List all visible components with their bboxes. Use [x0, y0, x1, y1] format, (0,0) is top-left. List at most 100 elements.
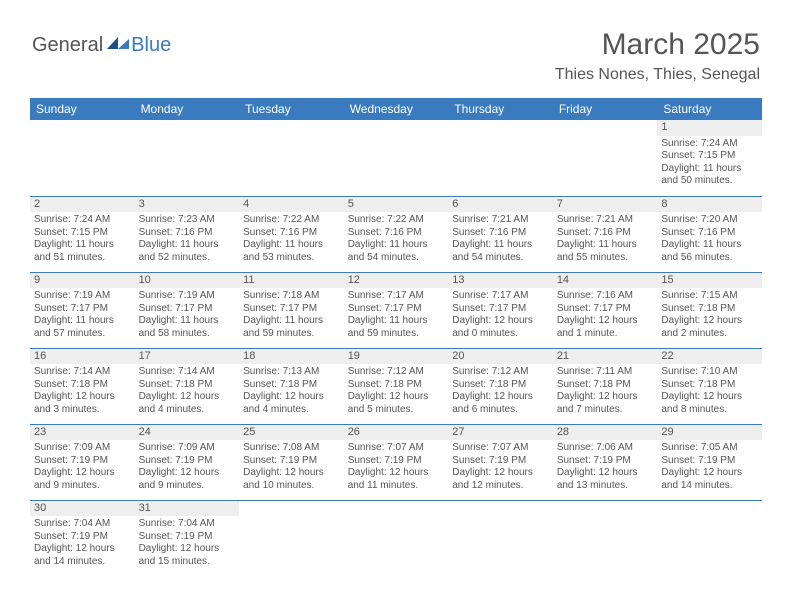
day-header: Friday — [553, 98, 658, 120]
sunrise-text: Sunrise: 7:24 AM — [661, 138, 758, 151]
day-number: 2 — [30, 197, 135, 213]
calendar-cell: 13Sunrise: 7:17 AMSunset: 7:17 PMDayligh… — [448, 272, 553, 348]
calendar-cell: 17Sunrise: 7:14 AMSunset: 7:18 PMDayligh… — [135, 348, 240, 424]
sunrise-text: Sunrise: 7:17 AM — [348, 290, 445, 303]
day-number: 11 — [239, 273, 344, 289]
sunset-text: Sunset: 7:16 PM — [557, 227, 654, 240]
sunset-text: Sunset: 7:17 PM — [34, 303, 131, 316]
sunset-text: Sunset: 7:18 PM — [243, 379, 340, 392]
calendar-cell — [239, 120, 344, 196]
calendar-cell: 15Sunrise: 7:15 AMSunset: 7:18 PMDayligh… — [657, 272, 762, 348]
sunrise-text: Sunrise: 7:21 AM — [452, 214, 549, 227]
day-number: 26 — [344, 425, 449, 441]
day-number: 4 — [239, 197, 344, 213]
sunrise-text: Sunrise: 7:22 AM — [243, 214, 340, 227]
day-header: Sunday — [30, 98, 135, 120]
calendar-cell — [344, 120, 449, 196]
sunrise-text: Sunrise: 7:16 AM — [557, 290, 654, 303]
sunset-text: Sunset: 7:18 PM — [661, 379, 758, 392]
table-row: 9Sunrise: 7:19 AMSunset: 7:17 PMDaylight… — [30, 272, 762, 348]
sunrise-text: Sunrise: 7:23 AM — [139, 214, 236, 227]
daylight-text: Daylight: 11 hours and 50 minutes. — [661, 163, 758, 188]
day-number: 27 — [448, 425, 553, 441]
calendar-cell — [30, 120, 135, 196]
logo-text-blue: Blue — [131, 34, 171, 57]
calendar-cell: 28Sunrise: 7:06 AMSunset: 7:19 PMDayligh… — [553, 424, 658, 500]
daylight-text: Daylight: 12 hours and 14 minutes. — [661, 467, 758, 492]
daylight-text: Daylight: 11 hours and 57 minutes. — [34, 315, 131, 340]
calendar-cell: 23Sunrise: 7:09 AMSunset: 7:19 PMDayligh… — [30, 424, 135, 500]
calendar-cell — [448, 120, 553, 196]
calendar-cell: 3Sunrise: 7:23 AMSunset: 7:16 PMDaylight… — [135, 196, 240, 272]
daylight-text: Daylight: 11 hours and 51 minutes. — [34, 239, 131, 264]
sunset-text: Sunset: 7:15 PM — [34, 227, 131, 240]
daylight-text: Daylight: 12 hours and 7 minutes. — [557, 391, 654, 416]
sunset-text: Sunset: 7:19 PM — [243, 455, 340, 468]
calendar-cell: 8Sunrise: 7:20 AMSunset: 7:16 PMDaylight… — [657, 196, 762, 272]
calendar-table: SundayMondayTuesdayWednesdayThursdayFrid… — [30, 98, 762, 576]
flag-icon — [107, 35, 129, 53]
daylight-text: Daylight: 12 hours and 11 minutes. — [348, 467, 445, 492]
day-number: 10 — [135, 273, 240, 289]
table-row: 30Sunrise: 7:04 AMSunset: 7:19 PMDayligh… — [30, 500, 762, 576]
daylight-text: Daylight: 11 hours and 55 minutes. — [557, 239, 654, 264]
day-number: 16 — [30, 349, 135, 365]
daylight-text: Daylight: 12 hours and 12 minutes. — [452, 467, 549, 492]
sunset-text: Sunset: 7:18 PM — [139, 379, 236, 392]
sunrise-text: Sunrise: 7:24 AM — [34, 214, 131, 227]
sunrise-text: Sunrise: 7:17 AM — [452, 290, 549, 303]
day-number: 24 — [135, 425, 240, 441]
calendar-cell — [239, 500, 344, 576]
sunrise-text: Sunrise: 7:21 AM — [557, 214, 654, 227]
daylight-text: Daylight: 11 hours and 52 minutes. — [139, 239, 236, 264]
sunset-text: Sunset: 7:16 PM — [661, 227, 758, 240]
daylight-text: Daylight: 11 hours and 53 minutes. — [243, 239, 340, 264]
day-number: 28 — [553, 425, 658, 441]
daylight-text: Daylight: 12 hours and 10 minutes. — [243, 467, 340, 492]
logo: General Blue — [32, 28, 171, 57]
sunrise-text: Sunrise: 7:19 AM — [139, 290, 236, 303]
sunrise-text: Sunrise: 7:13 AM — [243, 366, 340, 379]
daylight-text: Daylight: 11 hours and 56 minutes. — [661, 239, 758, 264]
header: General Blue March 2025 Thies Nones, Thi… — [0, 0, 792, 92]
day-number: 6 — [448, 197, 553, 213]
calendar-cell: 26Sunrise: 7:07 AMSunset: 7:19 PMDayligh… — [344, 424, 449, 500]
sunrise-text: Sunrise: 7:09 AM — [34, 442, 131, 455]
sunset-text: Sunset: 7:18 PM — [557, 379, 654, 392]
calendar-cell: 7Sunrise: 7:21 AMSunset: 7:16 PMDaylight… — [553, 196, 658, 272]
logo-text-general: General — [32, 34, 103, 57]
sunrise-text: Sunrise: 7:10 AM — [661, 366, 758, 379]
sunset-text: Sunset: 7:19 PM — [452, 455, 549, 468]
calendar-cell: 20Sunrise: 7:12 AMSunset: 7:18 PMDayligh… — [448, 348, 553, 424]
sunrise-text: Sunrise: 7:11 AM — [557, 366, 654, 379]
daylight-text: Daylight: 12 hours and 4 minutes. — [139, 391, 236, 416]
sunset-text: Sunset: 7:18 PM — [452, 379, 549, 392]
sunset-text: Sunset: 7:17 PM — [139, 303, 236, 316]
calendar-cell: 25Sunrise: 7:08 AMSunset: 7:19 PMDayligh… — [239, 424, 344, 500]
calendar-cell: 22Sunrise: 7:10 AMSunset: 7:18 PMDayligh… — [657, 348, 762, 424]
sunset-text: Sunset: 7:18 PM — [34, 379, 131, 392]
day-header: Tuesday — [239, 98, 344, 120]
sunrise-text: Sunrise: 7:06 AM — [557, 442, 654, 455]
table-row: 1Sunrise: 7:24 AMSunset: 7:15 PMDaylight… — [30, 120, 762, 196]
daylight-text: Daylight: 12 hours and 13 minutes. — [557, 467, 654, 492]
daylight-text: Daylight: 11 hours and 54 minutes. — [452, 239, 549, 264]
day-number: 12 — [344, 273, 449, 289]
day-number: 30 — [30, 501, 135, 517]
calendar-body: 1Sunrise: 7:24 AMSunset: 7:15 PMDaylight… — [30, 120, 762, 576]
sunset-text: Sunset: 7:19 PM — [139, 531, 236, 544]
sunrise-text: Sunrise: 7:14 AM — [34, 366, 131, 379]
day-header: Thursday — [448, 98, 553, 120]
sunrise-text: Sunrise: 7:08 AM — [243, 442, 340, 455]
calendar-cell: 1Sunrise: 7:24 AMSunset: 7:15 PMDaylight… — [657, 120, 762, 196]
sunset-text: Sunset: 7:17 PM — [557, 303, 654, 316]
daylight-text: Daylight: 11 hours and 59 minutes. — [243, 315, 340, 340]
daylight-text: Daylight: 11 hours and 54 minutes. — [348, 239, 445, 264]
day-number: 8 — [657, 197, 762, 213]
sunrise-text: Sunrise: 7:14 AM — [139, 366, 236, 379]
daylight-text: Daylight: 12 hours and 1 minute. — [557, 315, 654, 340]
calendar-cell: 11Sunrise: 7:18 AMSunset: 7:17 PMDayligh… — [239, 272, 344, 348]
title-block: March 2025 Thies Nones, Thies, Senegal — [555, 28, 760, 84]
sunrise-text: Sunrise: 7:05 AM — [661, 442, 758, 455]
day-number: 13 — [448, 273, 553, 289]
